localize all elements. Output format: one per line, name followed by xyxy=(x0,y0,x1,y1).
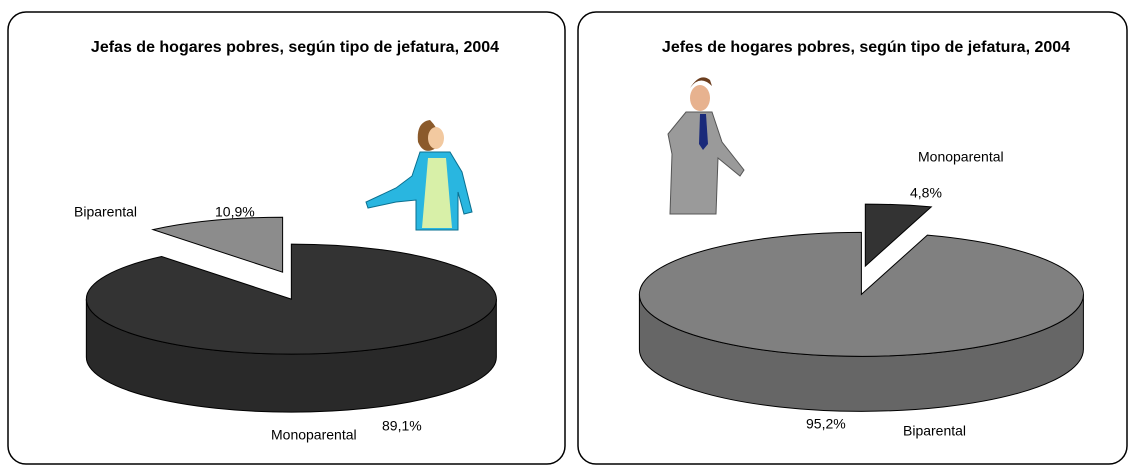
chart-title: Jefas de hogares pobres, según tipo de j… xyxy=(91,39,499,56)
value-label: 95,2% xyxy=(806,416,846,432)
value-label: 89,1% xyxy=(382,418,422,434)
category-label: Monoparental xyxy=(918,149,1004,165)
category-label: Monoparental xyxy=(271,427,357,443)
category-label: Biparental xyxy=(903,423,966,439)
chart-title: Jefes de hogares pobres, según tipo de j… xyxy=(662,39,1070,56)
pie-slice xyxy=(638,231,1084,357)
value-label: 10,9% xyxy=(215,204,255,220)
pie-slice xyxy=(85,243,497,355)
pie-slice xyxy=(864,203,933,268)
woman-clipart xyxy=(365,120,473,231)
category-label: Biparental xyxy=(74,204,137,220)
pie-slice xyxy=(151,216,284,273)
value-label: 4,8% xyxy=(910,185,942,201)
man-clipart xyxy=(667,77,745,215)
